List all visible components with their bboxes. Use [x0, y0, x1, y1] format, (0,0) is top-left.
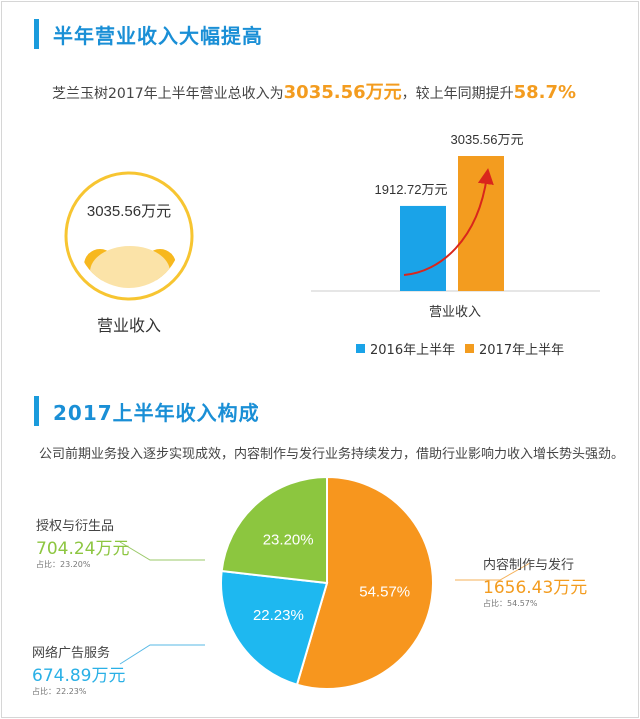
legend-swatch-2017: [465, 344, 474, 353]
legend-swatch-2016: [356, 344, 365, 353]
pie-chart: 54.57% 22.23% 23.20%: [220, 475, 434, 690]
pie-slice-content: [295, 475, 434, 690]
content-value: 1656.43万元: [483, 578, 588, 598]
pie-slice-content-label: 54.57%: [359, 583, 410, 600]
revenue-circle: 3035.56万元 营业收入: [64, 171, 194, 335]
pie-slice-licensing-label: 23.20%: [263, 532, 314, 549]
bar-2017: [458, 156, 504, 291]
revenue-summary: 芝兰玉树2017年上半年营业总收入为3035.56万元，较上年同期提升58.7%: [52, 78, 576, 104]
composition-description: 公司前期业务投入逐步实现成效，内容制作与发行业务持续发力，借助行业影响力收入增长…: [39, 447, 625, 462]
summary-growth: 58.7%: [513, 82, 577, 103]
pie-slice-ads: [220, 569, 329, 686]
bar-label-2016: 1912.72万元: [375, 182, 448, 197]
legend-label-2016: 2016年上半年: [370, 343, 456, 358]
growth-arrow-icon: [403, 168, 494, 276]
bar-category-label: 营业收入: [429, 304, 481, 319]
licensing-value: 704.24万元: [36, 539, 130, 559]
bar-chart: 营业收入 1912.72万元 3035.56万元: [311, 132, 600, 319]
leader-line-ads: [119, 644, 205, 665]
ads-name: 网络广告服务: [32, 646, 111, 661]
legend-2016: 2016年上半年: [356, 339, 455, 358]
label-content: 内容制作与发行 1656.43万元 占比：54.57%: [483, 554, 587, 609]
content-share: 占比：54.57%: [483, 599, 538, 608]
licensing-share: 占比：23.20%: [36, 560, 91, 569]
content-name: 内容制作与发行: [483, 558, 575, 573]
summary-value: 3035.56万元: [283, 82, 402, 103]
ads-value: 674.89万元: [32, 666, 126, 686]
section-title-revenue: 半年营业收入大幅提高: [34, 19, 263, 49]
licensing-name: 授权与衍生品: [36, 519, 115, 534]
legend-2017: 2017年上半年: [465, 339, 564, 358]
circle-value: 3035.56万元: [87, 203, 171, 220]
leader-line-content: [455, 562, 531, 581]
pie-slice-licensing: [220, 475, 328, 585]
title-accent-bar: [34, 19, 39, 49]
bar-label-2017: 3035.56万元: [451, 132, 524, 147]
section-title-text-2: 2017上半年收入构成: [53, 400, 260, 425]
section-title-composition: 2017上半年收入构成: [34, 396, 260, 426]
leader-line-licensing: [119, 541, 205, 561]
title-accent-bar-2: [34, 396, 39, 426]
legend-label-2017: 2017年上半年: [479, 343, 565, 358]
label-licensing: 授权与衍生品 704.24万元 占比：23.20%: [36, 515, 129, 570]
summary-prefix: 芝兰玉树2017年上半年营业总收入为: [52, 86, 284, 102]
bar-2016: [400, 205, 446, 291]
summary-middle: ，较上年同期提升: [401, 86, 514, 102]
section-title-text: 半年营业收入大幅提高: [53, 23, 263, 48]
ads-share: 占比：22.23%: [32, 687, 87, 696]
circle-label: 营业收入: [97, 317, 161, 335]
label-ads: 网络广告服务 674.89万元 占比：22.23%: [32, 642, 125, 697]
pie-slice-ads-label: 22.23%: [253, 607, 304, 624]
